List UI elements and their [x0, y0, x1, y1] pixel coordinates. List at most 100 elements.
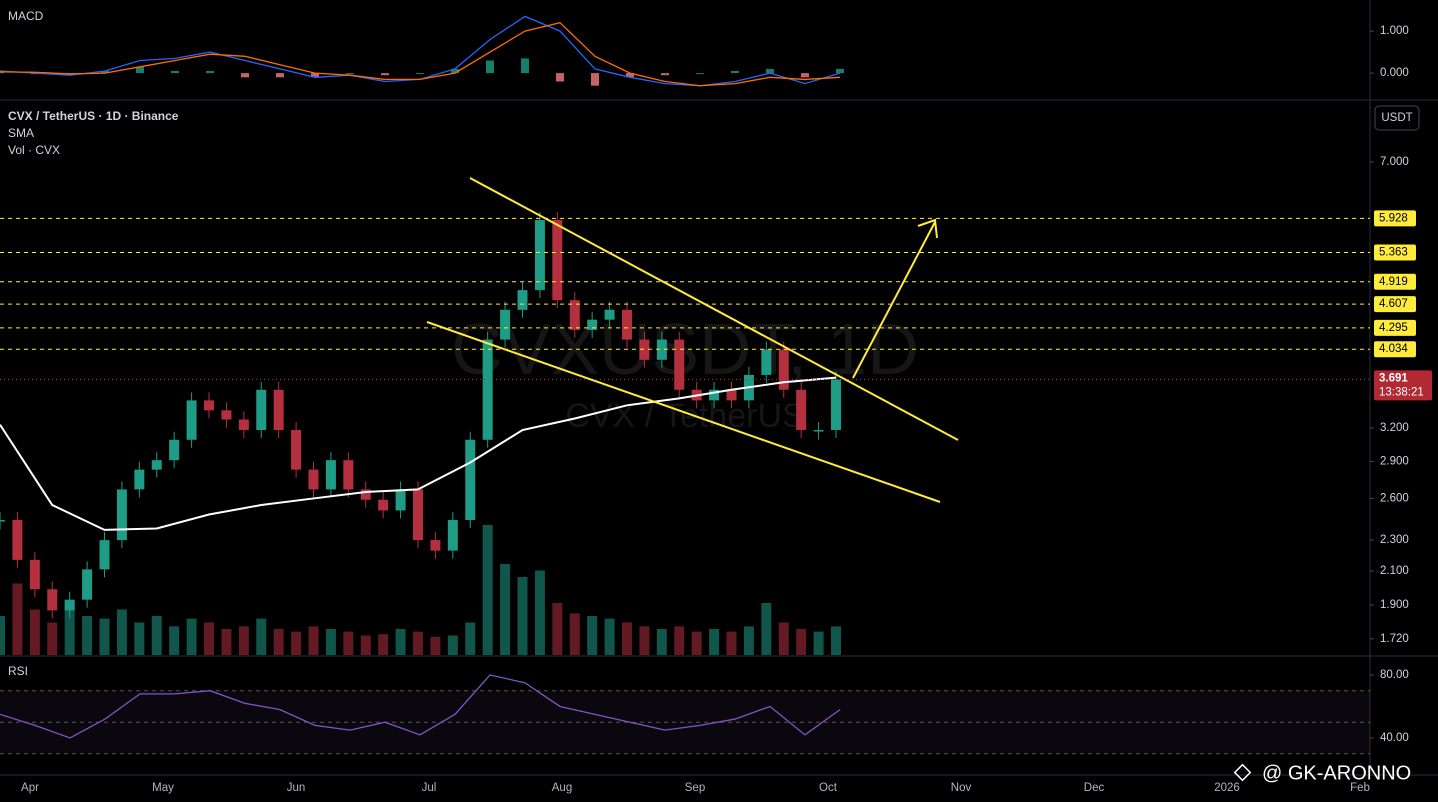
volume-bar — [186, 618, 197, 655]
volume-bar — [378, 634, 389, 655]
volume-bar — [413, 631, 423, 655]
x-tick-label: Sep — [685, 782, 705, 794]
candle — [656, 339, 667, 360]
macd-histogram-bar — [591, 73, 599, 86]
candle — [256, 389, 267, 431]
indicator-label: SMA — [8, 126, 34, 140]
macd-histogram-bar — [416, 73, 424, 75]
volume-bar — [778, 622, 789, 655]
volume-bar — [116, 609, 127, 655]
level-label: 4.034 — [1379, 343, 1408, 355]
candle — [831, 379, 841, 431]
macd-histogram-bar — [311, 73, 319, 78]
candle — [622, 309, 632, 340]
macd-histogram-bar — [696, 73, 704, 75]
rsi-band-fill — [0, 690, 1370, 754]
volume-bar — [726, 631, 737, 655]
rsi-line — [0, 674, 841, 739]
watermark: CVXUSDT, 1D — [451, 310, 919, 390]
currency-button-label[interactable]: USDT — [1381, 112, 1412, 124]
candle — [430, 540, 441, 551]
volume-bar — [0, 616, 5, 655]
volume-bar — [534, 570, 545, 655]
last-price-label: 3.691 — [1379, 372, 1408, 384]
macd-histogram-bar — [661, 73, 669, 76]
credit: @ GK-ARONNO — [1262, 762, 1411, 784]
level-label-box — [1374, 341, 1416, 358]
y-tick-label: 1.000 — [1380, 25, 1409, 37]
volume-bar — [151, 616, 162, 655]
candle — [761, 349, 772, 375]
volume-bar — [639, 626, 650, 655]
candle — [64, 599, 75, 611]
volume-bar — [395, 629, 406, 655]
y-tick-label: 0.000 — [1380, 67, 1409, 79]
macd-histogram-bar — [486, 60, 494, 74]
volume-bar — [796, 629, 807, 655]
x-tick-label: 2026 — [1214, 782, 1240, 794]
level-label-box — [1374, 319, 1416, 336]
candle — [482, 339, 493, 440]
candle — [82, 569, 93, 600]
volume-bar — [221, 629, 232, 655]
candle — [674, 339, 685, 390]
y-tick-label: 3.200 — [1380, 422, 1409, 434]
volume-bar — [517, 577, 528, 655]
candle — [500, 309, 511, 340]
sma-line — [0, 376, 837, 531]
candle — [639, 339, 650, 360]
last-price-box — [1374, 370, 1432, 401]
volume-bar — [291, 631, 302, 655]
volume-bar — [761, 603, 772, 655]
macd-histogram-bar — [731, 71, 739, 74]
level-label: 5.928 — [1379, 212, 1408, 224]
candle — [813, 430, 824, 432]
macd-histogram-bar — [801, 73, 809, 78]
level-label-box — [1374, 210, 1416, 227]
y-tick-label: 40.00 — [1380, 732, 1409, 744]
candle — [587, 319, 598, 330]
volume-bar — [743, 626, 754, 655]
macd-histogram-bar — [276, 73, 284, 78]
volume-bar — [587, 616, 598, 655]
candle — [221, 410, 232, 420]
candle — [343, 460, 354, 490]
volume-bar — [500, 564, 511, 655]
candle — [413, 489, 423, 541]
candle — [604, 309, 615, 320]
macd-histogram-bar — [241, 73, 249, 78]
volume-bar — [569, 613, 580, 655]
macd-histogram-bar — [0, 72, 4, 74]
y-tick-label: 2.300 — [1380, 534, 1409, 546]
volume-bar — [482, 525, 493, 655]
level-label-box — [1374, 244, 1416, 261]
rsi-title: RSI — [8, 664, 28, 678]
volume-bar — [256, 618, 267, 655]
watermark-subtitle: CVX / TetherUS — [565, 397, 804, 435]
candle — [273, 389, 284, 431]
candle — [726, 389, 737, 401]
candle — [134, 469, 145, 490]
candle — [569, 300, 580, 330]
candle — [447, 520, 458, 551]
volume-bar — [831, 626, 841, 655]
volume-bar — [273, 629, 284, 655]
volume-bar — [622, 622, 632, 655]
macd-histogram-bar — [346, 73, 354, 75]
level-label: 5.363 — [1379, 246, 1408, 258]
macd-histogram-bar — [836, 68, 844, 74]
x-tick-label: May — [152, 782, 174, 794]
candle — [378, 499, 389, 511]
candle — [778, 349, 789, 390]
volume-bar — [813, 631, 824, 655]
plot: 7.000 3.200 2.900 2.600 2.300 2.100 1.900 1.720… — [0, 15, 1432, 794]
volume-bar — [674, 626, 685, 655]
volume-bar — [29, 609, 40, 655]
x-tick-label: Jun — [287, 782, 306, 794]
candle — [0, 520, 5, 522]
y-tick-label: 2.100 — [1380, 565, 1409, 577]
candle — [29, 559, 40, 590]
currency-button[interactable] — [1374, 105, 1420, 131]
